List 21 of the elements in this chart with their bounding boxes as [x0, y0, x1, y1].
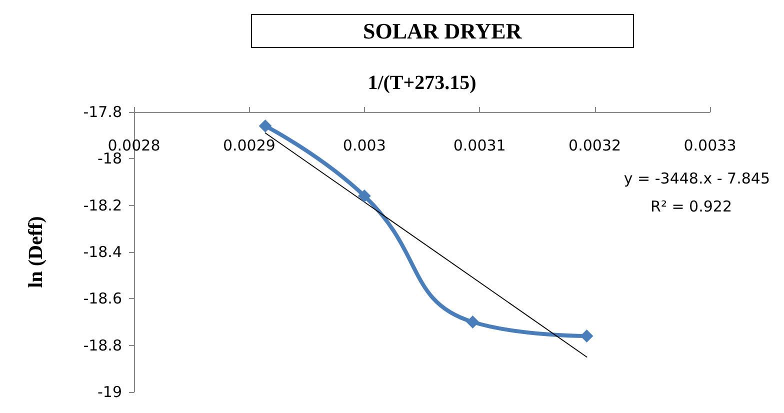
y-tick-label: -19 — [98, 383, 122, 401]
y-tick-label: -18.6 — [83, 290, 122, 308]
annotation: R² = 0.922 — [650, 198, 732, 216]
point — [580, 330, 594, 342]
y-tick-label: -18 — [98, 150, 122, 168]
annotation: y = -3448.x - 7.845 — [624, 170, 770, 188]
x-tick-label: 0.0029 — [222, 136, 276, 154]
y-tick-label: -18.4 — [83, 243, 122, 261]
x-axis-title: 1/(T+273.15) — [368, 72, 476, 94]
point — [466, 316, 480, 328]
point — [258, 120, 272, 132]
y-tick-label: -17.8 — [83, 103, 122, 121]
y-axis-title: ln (Deff) — [25, 216, 47, 288]
x-tick-label: 0.0033 — [684, 136, 736, 154]
point — [358, 190, 371, 202]
x-tick-label: 0.0031 — [453, 136, 506, 154]
chart-title: SOLAR DRYER — [363, 18, 523, 44]
y-tick-label: -18.2 — [83, 196, 122, 214]
x-tick-label: 0.003 — [342, 136, 386, 154]
x-tick-label: 0.0032 — [568, 136, 622, 154]
y-tick-label: -18.8 — [83, 336, 122, 354]
